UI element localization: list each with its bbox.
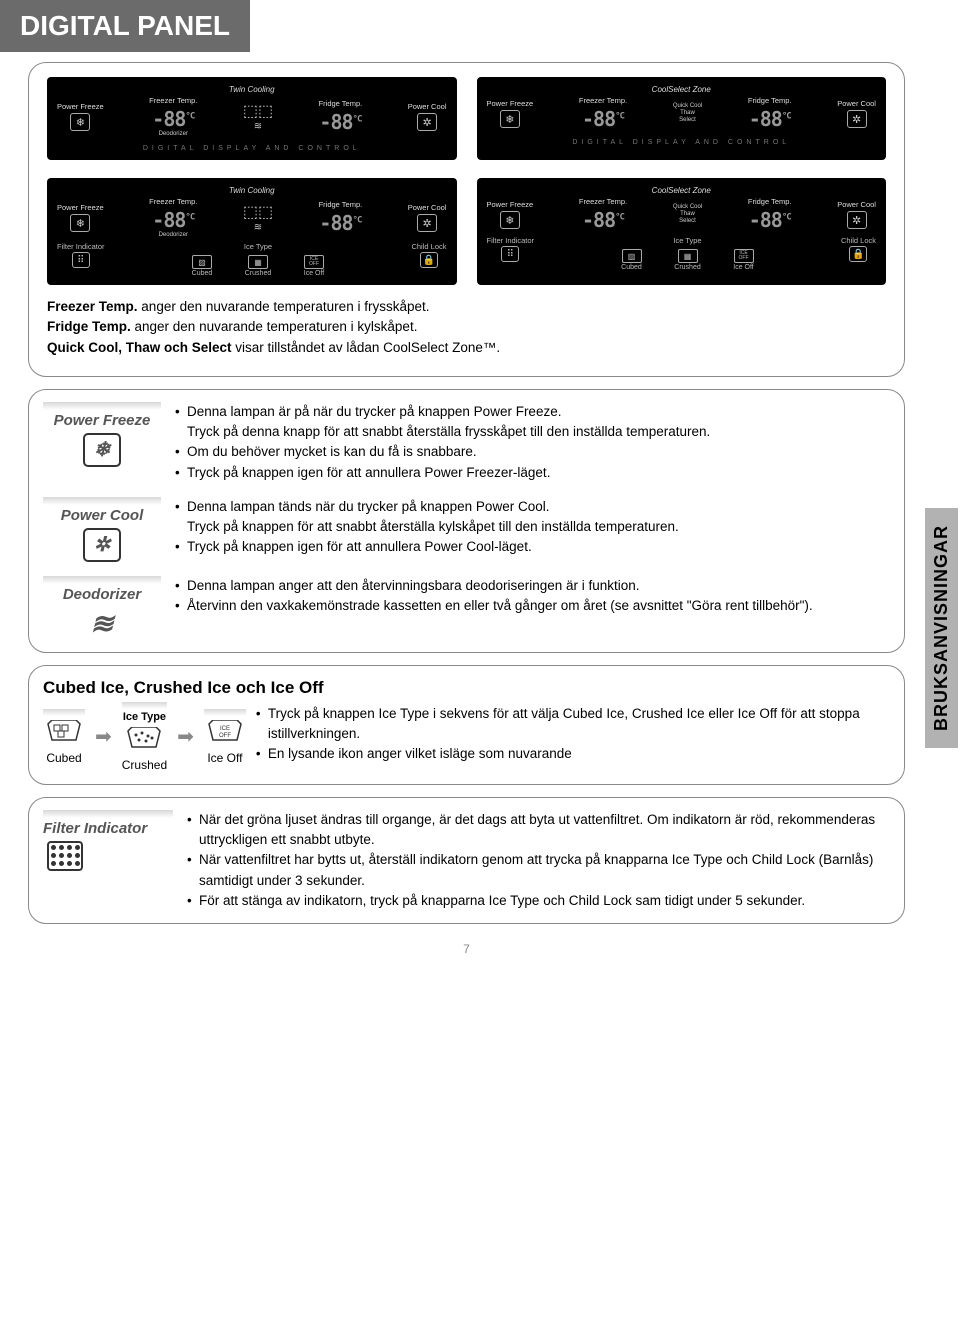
deodorizer-heading: Deodorizer <box>63 586 141 603</box>
iceoff-label: Ice Off <box>204 751 246 765</box>
display-twin-small: Twin Cooling Power Freeze ❄ Freezer Temp.… <box>47 77 457 160</box>
crushed-icon: ▦ <box>678 249 698 263</box>
csz-label: CoolSelect Zone <box>487 85 877 94</box>
side-tab: BRUKSANVISNINGAR <box>925 508 958 748</box>
cubed-label: Cubed <box>43 751 85 765</box>
snowflake-icon: ❄ <box>83 433 121 467</box>
display-panel-box: Twin Cooling Power Freeze ❄ Freezer Temp.… <box>28 62 905 377</box>
svg-text:ICE: ICE <box>220 726 230 732</box>
display-row-small: Twin Cooling Power Freeze ❄ Freezer Temp.… <box>47 77 886 160</box>
power-cool-heading: Power Cool <box>61 507 144 524</box>
deodorizer-row: Deodorizer ≋ •Denna lampan anger att den… <box>43 576 890 640</box>
fan-icon: ✲ <box>417 113 437 131</box>
iceoff-icon: ICE OFF <box>734 249 754 263</box>
ice-type-label: Ice Type <box>105 242 412 251</box>
temp-description: Freezer Temp. anger den nuvarande temper… <box>47 297 886 358</box>
power-cool-label: Power Cool <box>408 102 447 111</box>
cubed-icon: ▨ <box>192 255 212 269</box>
filter-dots-icon <box>47 841 83 871</box>
power-freeze-label: Power Freeze <box>57 102 104 111</box>
snowflake-icon: ❄ <box>500 110 520 128</box>
lock-icon: 🔒 <box>420 252 438 268</box>
seg-display: -88°C <box>319 110 361 134</box>
iceoff-icon: ICE OFF <box>304 255 324 269</box>
functions-box: Power Freeze ❄ •Denna lampan är på när d… <box>28 389 905 653</box>
display-twin-large: Twin Cooling Power Freeze❄ Freezer Temp.… <box>47 178 457 285</box>
power-freeze-row: Power Freeze ❄ •Denna lampan är på när d… <box>43 402 890 483</box>
crushed-icon <box>123 726 165 756</box>
snowflake-icon: ❄ <box>70 113 90 131</box>
snowflake-icon: ❄ <box>70 214 90 232</box>
page-number: 7 <box>28 942 905 956</box>
wave-icon: ≋ <box>43 607 161 640</box>
twin-cooling-label: Twin Cooling <box>57 85 447 94</box>
filter-icon: ⠿ <box>72 252 90 268</box>
seg-display: -88°C <box>152 107 194 131</box>
deodorizer-label: Deodorizer <box>149 131 197 137</box>
iceoff-icon: ICEOFF <box>204 719 246 749</box>
filter-indicator-label: Filter Indicator <box>57 242 105 251</box>
arrow-icon: ➡ <box>177 724 194 749</box>
display-row-large: Twin Cooling Power Freeze❄ Freezer Temp.… <box>47 178 886 285</box>
fan-icon: ✲ <box>83 528 121 562</box>
twin-icon: ⬚⬚≋ <box>243 101 273 132</box>
cubed-icon <box>43 719 85 749</box>
svg-text:OFF: OFF <box>219 733 231 739</box>
ice-section-title: Cubed Ice, Crushed Ice och Ice Off <box>43 678 890 698</box>
crushed-label: Crushed <box>122 758 167 772</box>
display-caption: DIGITAL DISPLAY AND CONTROL <box>57 145 447 152</box>
filter-indicator-box: Filter Indicator •När det gröna ljuset ä… <box>28 797 905 924</box>
crushed-icon: ▦ <box>248 255 268 269</box>
fridge-temp-label: Fridge Temp. <box>319 99 363 108</box>
csz-modes: Quick CoolThawSelect <box>673 204 702 226</box>
filter-icon: ⠿ <box>501 246 519 262</box>
twin-icon: ⬚⬚≋ <box>243 202 273 233</box>
display-csz-large: CoolSelect Zone Power Freeze❄ Freezer Te… <box>477 178 887 285</box>
child-lock-label: Child Lock <box>411 242 446 251</box>
arrow-icon: ➡ <box>95 724 112 749</box>
lock-icon: 🔒 <box>849 246 867 262</box>
snowflake-icon: ❄ <box>500 211 520 229</box>
fan-icon: ✲ <box>847 211 867 229</box>
freezer-temp-label: Freezer Temp. <box>149 96 197 105</box>
ice-section-box: Cubed Ice, Crushed Ice och Ice Off Cubed… <box>28 665 905 785</box>
power-cool-row: Power Cool ✲ •Denna lampan tänds när du … <box>43 497 890 562</box>
power-freeze-heading: Power Freeze <box>54 412 151 429</box>
page-title: DIGITAL PANEL <box>0 0 250 52</box>
fan-icon: ✲ <box>847 110 867 128</box>
cubed-icon: ▨ <box>622 249 642 263</box>
ice-steps: Cubed ➡ Ice Type Crushed ➡ ICEOFF Ice Of… <box>43 702 246 772</box>
display-csz-small: CoolSelect Zone Power Freeze❄ Freezer Te… <box>477 77 887 160</box>
ice-type-heading: Ice Type <box>122 711 167 723</box>
filter-indicator-heading: Filter Indicator <box>43 820 147 837</box>
csz-modes: Quick CoolThawSelect <box>673 103 702 125</box>
fan-icon: ✲ <box>417 214 437 232</box>
